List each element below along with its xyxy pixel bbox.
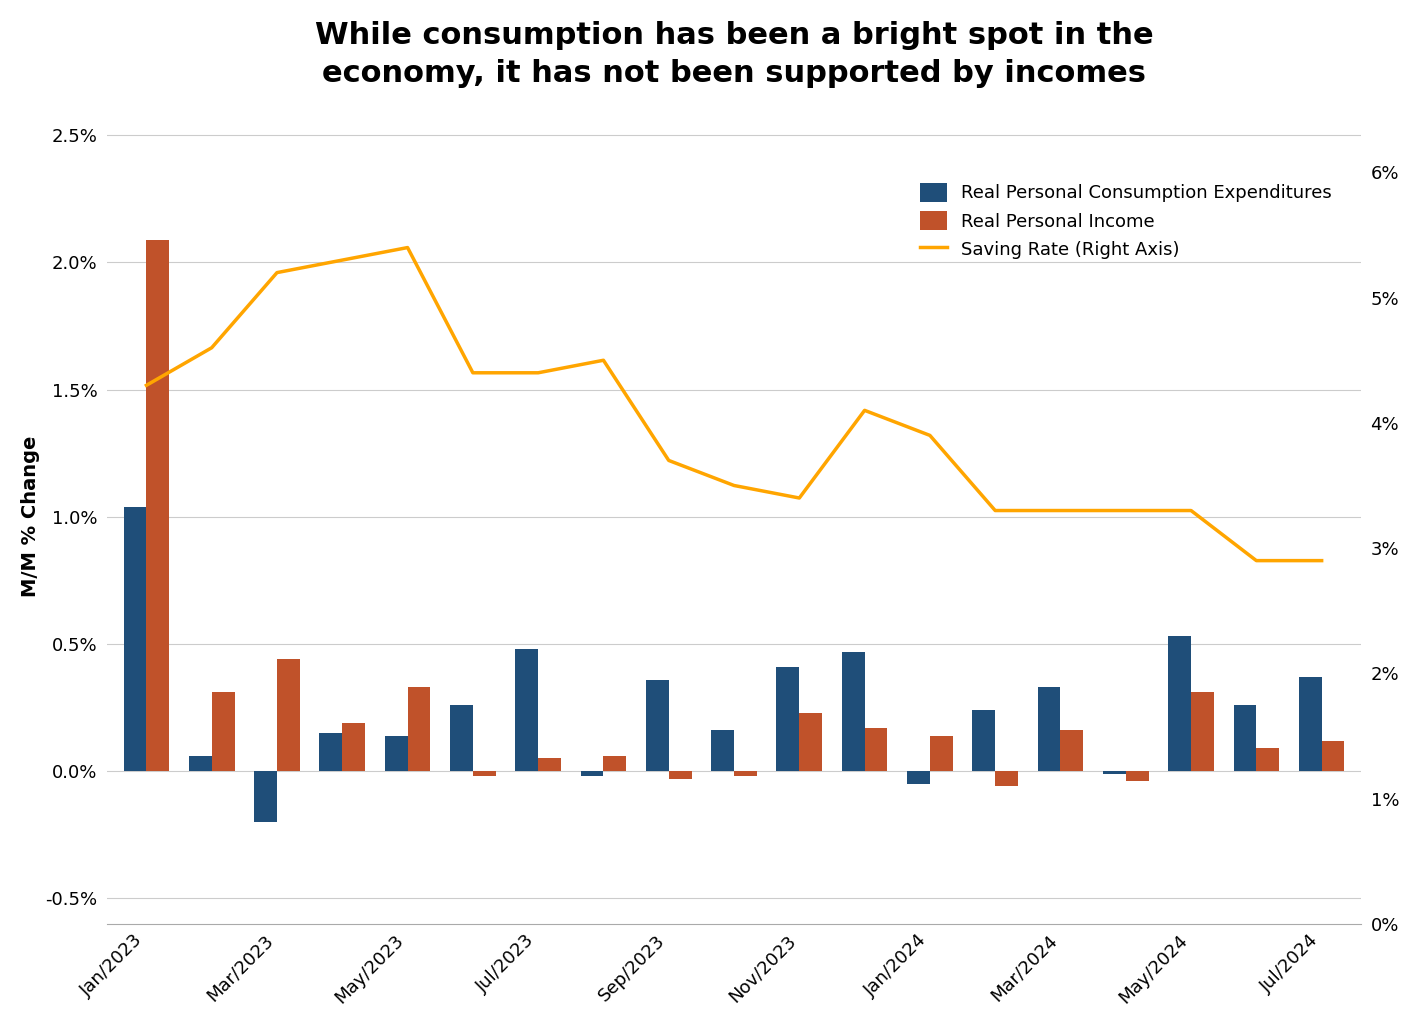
Bar: [604, 756, 626, 771]
Saving Rate (Right Axis): [1248, 554, 1265, 566]
Bar: [1257, 748, 1279, 771]
Bar: [1061, 731, 1083, 771]
Bar: [646, 680, 669, 771]
Bar: [277, 659, 300, 771]
Saving Rate (Right Axis): [138, 379, 155, 392]
Saving Rate (Right Axis): [856, 404, 873, 416]
Bar: [1299, 677, 1322, 771]
Bar: [669, 771, 692, 779]
Bar: [930, 736, 953, 771]
Bar: [1191, 692, 1214, 771]
Bar: [473, 771, 496, 776]
Saving Rate (Right Axis): [530, 367, 547, 379]
Saving Rate (Right Axis): [464, 367, 481, 379]
Saving Rate (Right Axis): [922, 430, 939, 442]
Bar: [1322, 740, 1345, 771]
Bar: [973, 710, 995, 771]
Saving Rate (Right Axis): [660, 454, 677, 467]
Bar: [212, 692, 234, 771]
Bar: [385, 736, 408, 771]
Bar: [734, 771, 757, 776]
Bar: [320, 733, 342, 771]
Bar: [342, 723, 365, 771]
Bar: [799, 712, 822, 771]
Bar: [408, 688, 430, 771]
Saving Rate (Right Axis): [1183, 505, 1200, 517]
Title: While consumption has been a bright spot in the
economy, it has not been support: While consumption has been a bright spot…: [315, 21, 1153, 88]
Saving Rate (Right Axis): [268, 266, 285, 279]
Bar: [777, 667, 799, 771]
Bar: [581, 771, 604, 776]
Saving Rate (Right Axis): [726, 479, 743, 491]
Bar: [146, 240, 169, 771]
Bar: [842, 652, 865, 771]
Saving Rate (Right Axis): [334, 254, 351, 266]
Bar: [1126, 771, 1149, 781]
Saving Rate (Right Axis): [1118, 505, 1135, 517]
Bar: [450, 705, 473, 771]
Bar: [124, 507, 146, 771]
Saving Rate (Right Axis): [203, 341, 220, 354]
Bar: [1103, 771, 1126, 774]
Bar: [907, 771, 930, 784]
Bar: [538, 759, 561, 771]
Line: Saving Rate (Right Axis): Saving Rate (Right Axis): [146, 248, 1322, 560]
Bar: [1038, 688, 1061, 771]
Saving Rate (Right Axis): [595, 354, 612, 366]
Bar: [995, 771, 1018, 786]
Bar: [711, 731, 734, 771]
Saving Rate (Right Axis): [987, 505, 1004, 517]
Bar: [1234, 705, 1257, 771]
Bar: [515, 649, 538, 771]
Saving Rate (Right Axis): [399, 242, 416, 254]
Bar: [865, 728, 888, 771]
Bar: [1169, 636, 1191, 771]
Saving Rate (Right Axis): [1052, 505, 1069, 517]
Y-axis label: M/M % Change: M/M % Change: [21, 436, 40, 597]
Legend: Real Personal Consumption Expenditures, Real Personal Income, Saving Rate (Right: Real Personal Consumption Expenditures, …: [913, 176, 1339, 266]
Bar: [254, 771, 277, 822]
Saving Rate (Right Axis): [1314, 554, 1331, 566]
Saving Rate (Right Axis): [791, 491, 808, 504]
Bar: [189, 756, 212, 771]
